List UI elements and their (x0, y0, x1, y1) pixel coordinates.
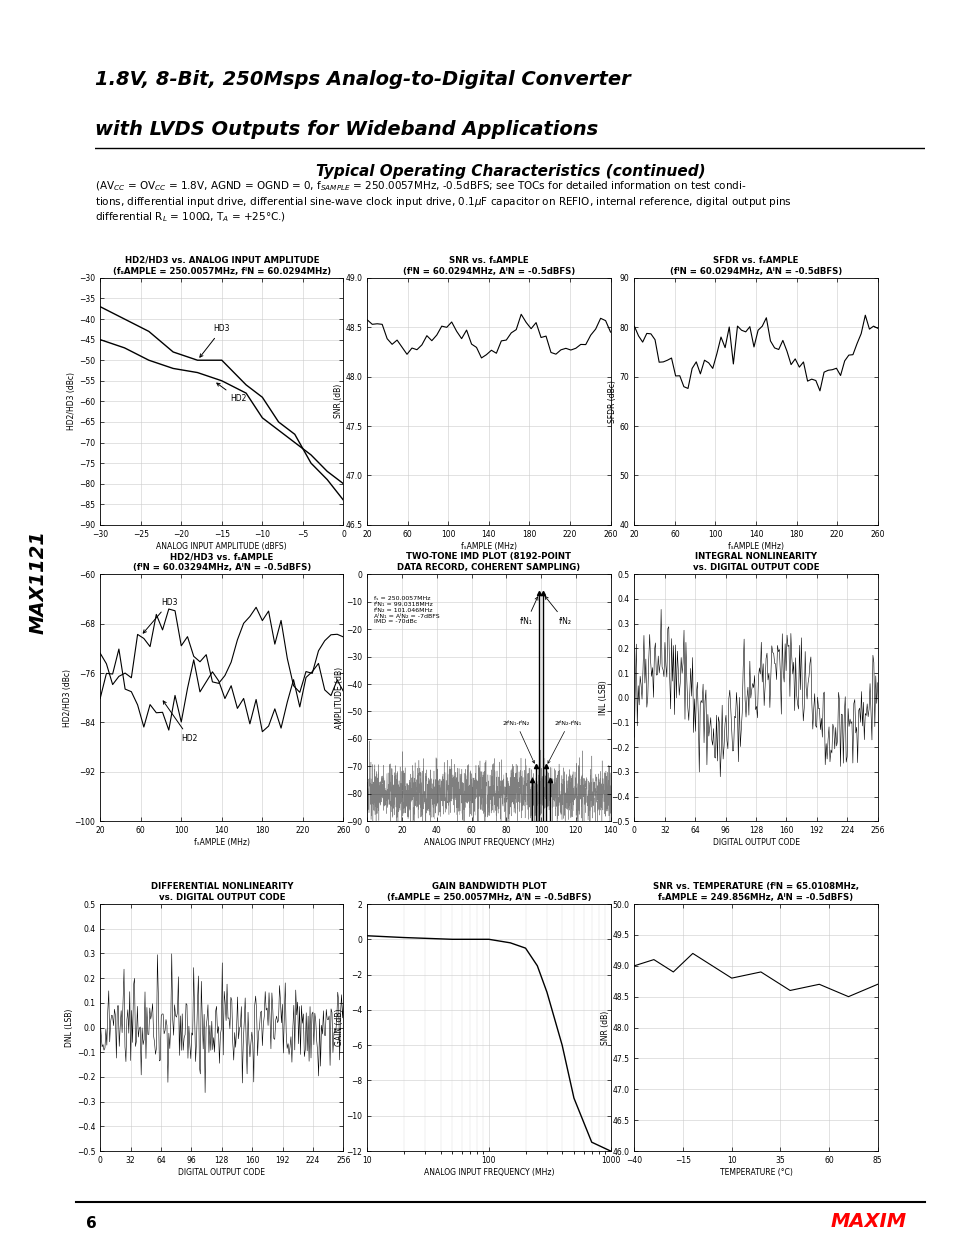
Title: SNR vs. TEMPERATURE (fᴵN = 65.0108MHz,
fₛAMPLE = 249.856MHz, AᴵN = -0.5dBFS): SNR vs. TEMPERATURE (fᴵN = 65.0108MHz, f… (652, 882, 859, 902)
X-axis label: fₛAMPLE (MHz): fₛAMPLE (MHz) (460, 541, 517, 551)
Y-axis label: DNL (LSB): DNL (LSB) (65, 1008, 74, 1047)
Text: fᴵN₁: fᴵN₁ (519, 597, 537, 626)
Text: with LVDS Outputs for Wideband Applications: with LVDS Outputs for Wideband Applicati… (95, 120, 598, 140)
Text: (AV$_{CC}$ = OV$_{CC}$ = 1.8V, AGND = OGND = 0, f$_{SAMPLE}$ = 250.0057MHz, -0.5: (AV$_{CC}$ = OV$_{CC}$ = 1.8V, AGND = OG… (95, 179, 791, 225)
Text: HD2: HD2 (163, 701, 197, 743)
Title: TWO-TONE IMD PLOT (8192-POINT
DATA RECORD, COHERENT SAMPLING): TWO-TONE IMD PLOT (8192-POINT DATA RECOR… (397, 552, 579, 572)
Title: HD2/HD3 vs. fₛAMPLE
(fᴵN = 60.03294MHz, AᴵN = -0.5dBFS): HD2/HD3 vs. fₛAMPLE (fᴵN = 60.03294MHz, … (132, 552, 311, 572)
Y-axis label: GAIN (dB): GAIN (dB) (335, 1009, 343, 1046)
Title: INTEGRAL NONLINEARITY
vs. DIGITAL OUTPUT CODE: INTEGRAL NONLINEARITY vs. DIGITAL OUTPUT… (692, 552, 819, 572)
Text: 6: 6 (86, 1216, 96, 1231)
X-axis label: fₛAMPLE (MHz): fₛAMPLE (MHz) (193, 837, 250, 847)
X-axis label: ANALOG INPUT FREQUENCY (MHz): ANALOG INPUT FREQUENCY (MHz) (423, 1167, 554, 1177)
Title: GAIN BANDWIDTH PLOT
(fₛAMPLE = 250.0057MHz, AᴵN = -0.5dBFS): GAIN BANDWIDTH PLOT (fₛAMPLE = 250.0057M… (386, 882, 591, 902)
Text: HD2: HD2 (216, 383, 246, 404)
X-axis label: ANALOG INPUT AMPLITUDE (dBFS): ANALOG INPUT AMPLITUDE (dBFS) (156, 541, 287, 551)
Y-axis label: HD2/HD3 (dBc): HD2/HD3 (dBc) (63, 669, 71, 726)
Y-axis label: SNR (dB): SNR (dB) (600, 1010, 609, 1045)
X-axis label: TEMPERATURE (°C): TEMPERATURE (°C) (719, 1167, 792, 1177)
Text: MAXIM: MAXIM (829, 1213, 905, 1231)
Title: HD2/HD3 vs. ANALOG INPUT AMPLITUDE
(fₛAMPLE = 250.0057MHz, fᴵN = 60.0294MHz): HD2/HD3 vs. ANALOG INPUT AMPLITUDE (fₛAM… (112, 256, 331, 275)
X-axis label: ANALOG INPUT FREQUENCY (MHz): ANALOG INPUT FREQUENCY (MHz) (423, 837, 554, 847)
Y-axis label: AMPLITUDE (dB): AMPLITUDE (dB) (335, 667, 343, 729)
X-axis label: fₛAMPLE (MHz): fₛAMPLE (MHz) (727, 541, 783, 551)
Y-axis label: SFDR (dBc): SFDR (dBc) (607, 380, 617, 422)
Title: SFDR vs. fₛAMPLE
(fᴵN = 60.0294MHz, AᴵN = -0.5dBFS): SFDR vs. fₛAMPLE (fᴵN = 60.0294MHz, AᴵN … (669, 256, 841, 275)
X-axis label: DIGITAL OUTPUT CODE: DIGITAL OUTPUT CODE (712, 837, 799, 847)
Text: fᴵN₂: fᴵN₂ (544, 597, 571, 626)
Text: 2fᴵN₂-fᴵN₁: 2fᴵN₂-fᴵN₁ (547, 721, 581, 763)
Text: Typical Operating Characteristics (continued): Typical Operating Characteristics (conti… (315, 164, 704, 179)
Text: fₛ = 250.0057MHz
fᴵN₁ = 99.0318MHz
fᴵN₂ = 101.046MHz
AᴵN₁ = AᴵN₂ = -7dBFS
IMD = : fₛ = 250.0057MHz fᴵN₁ = 99.0318MHz fᴵN₂ … (374, 597, 439, 625)
Text: HD3: HD3 (143, 598, 177, 634)
Text: 2fᴵN₁-fᴵN₂: 2fᴵN₁-fᴵN₂ (502, 721, 534, 763)
X-axis label: DIGITAL OUTPUT CODE: DIGITAL OUTPUT CODE (178, 1167, 265, 1177)
Text: 1.8V, 8-Bit, 250Msps Analog-to-Digital Converter: 1.8V, 8-Bit, 250Msps Analog-to-Digital C… (95, 70, 631, 89)
Text: MAX1121: MAX1121 (29, 530, 48, 634)
Title: SNR vs. fₛAMPLE
(fᴵN = 60.0294MHz, AᴵN = -0.5dBFS): SNR vs. fₛAMPLE (fᴵN = 60.0294MHz, AᴵN =… (402, 256, 575, 275)
Text: HD3: HD3 (199, 325, 230, 357)
Y-axis label: INL (LSB): INL (LSB) (598, 680, 608, 715)
Y-axis label: SNR (dB): SNR (dB) (334, 384, 342, 419)
Title: DIFFERENTIAL NONLINEARITY
vs. DIGITAL OUTPUT CODE: DIFFERENTIAL NONLINEARITY vs. DIGITAL OU… (151, 882, 293, 902)
Y-axis label: HD2/HD3 (dBc): HD2/HD3 (dBc) (68, 373, 76, 430)
